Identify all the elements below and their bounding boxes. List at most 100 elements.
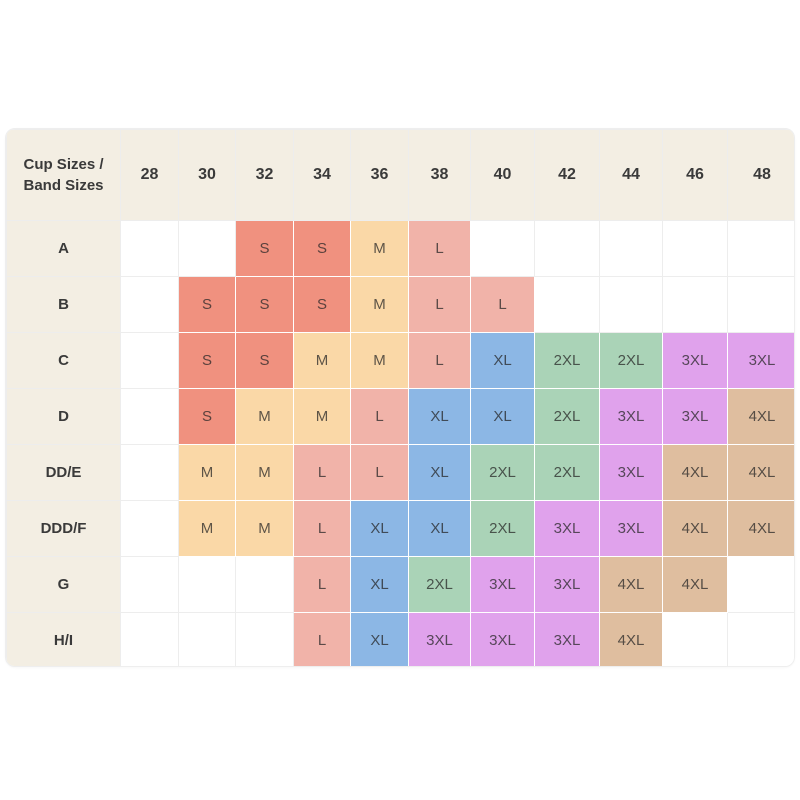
size-cell: S — [235, 332, 294, 389]
band-size-header-44: 44 — [599, 129, 663, 221]
size-cell: XL — [408, 388, 471, 445]
size-cell: XL — [350, 612, 409, 666]
band-size-header-30: 30 — [178, 129, 236, 221]
cup-size-label: B — [6, 276, 121, 333]
empty-cell — [662, 220, 728, 277]
cup-size-label: G — [6, 556, 121, 613]
size-cell: S — [235, 276, 294, 333]
size-cell: XL — [350, 500, 409, 557]
header-row: Cup Sizes / Band Sizes 28 30 32 34 36 38 40 42 4… — [6, 129, 794, 221]
size-cell: M — [235, 388, 294, 445]
empty-cell — [235, 612, 294, 666]
empty-cell — [727, 276, 794, 333]
size-cell: 4XL — [662, 444, 728, 501]
size-cell: 3XL — [727, 332, 794, 389]
size-cell: L — [408, 276, 471, 333]
band-size-header-42: 42 — [534, 129, 600, 221]
size-cell: XL — [470, 332, 535, 389]
size-cell: S — [178, 332, 236, 389]
band-size-header-36: 36 — [350, 129, 409, 221]
corner-header: Cup Sizes / Band Sizes — [6, 129, 121, 221]
size-cell: L — [470, 276, 535, 333]
empty-cell — [178, 220, 236, 277]
size-cell: 4XL — [599, 612, 663, 666]
table-row: DD/E M M L L XL 2XL 2XL 3XL 4XL 4XL — [6, 444, 794, 501]
empty-cell — [235, 556, 294, 613]
band-size-header-48: 48 — [727, 129, 794, 221]
size-cell: M — [350, 276, 409, 333]
size-chart-table: Cup Sizes / Band Sizes 28 30 32 34 36 38 40 42 4… — [6, 129, 794, 666]
size-cell: S — [178, 388, 236, 445]
size-cell: L — [293, 612, 351, 666]
table-row: D S M M L XL XL 2XL 3XL 3XL 4XL — [6, 388, 794, 445]
size-cell: XL — [470, 388, 535, 445]
band-size-header-46: 46 — [662, 129, 728, 221]
empty-cell — [120, 612, 179, 666]
table-row: G L XL 2XL 3XL 3XL 4XL 4XL — [6, 556, 794, 613]
size-cell: 3XL — [470, 556, 535, 613]
size-cell: S — [178, 276, 236, 333]
table-row: C S S M M L XL 2XL 2XL 3XL 3XL — [6, 332, 794, 389]
empty-cell — [727, 220, 794, 277]
size-cell: 2XL — [599, 332, 663, 389]
size-cell: 2XL — [534, 332, 600, 389]
empty-cell — [470, 220, 535, 277]
size-cell: 3XL — [599, 500, 663, 557]
size-cell: 4XL — [727, 388, 794, 445]
size-cell: L — [350, 444, 409, 501]
size-cell: M — [350, 332, 409, 389]
size-cell: L — [293, 500, 351, 557]
size-cell: 3XL — [662, 388, 728, 445]
size-cell: 3XL — [662, 332, 728, 389]
size-cell: 3XL — [534, 612, 600, 666]
size-cell: 3XL — [470, 612, 535, 666]
empty-cell — [662, 276, 728, 333]
size-cell: M — [178, 444, 236, 501]
empty-cell — [599, 220, 663, 277]
cup-size-label: DDD/F — [6, 500, 121, 557]
size-cell: M — [235, 444, 294, 501]
empty-cell — [662, 612, 728, 666]
empty-cell — [120, 388, 179, 445]
cup-size-label: DD/E — [6, 444, 121, 501]
empty-cell — [727, 612, 794, 666]
size-cell: XL — [350, 556, 409, 613]
size-cell: L — [293, 556, 351, 613]
size-cell: 4XL — [662, 500, 728, 557]
empty-cell — [599, 276, 663, 333]
empty-cell — [120, 556, 179, 613]
size-cell: L — [408, 220, 471, 277]
size-cell: XL — [408, 500, 471, 557]
size-cell: XL — [408, 444, 471, 501]
size-cell: L — [350, 388, 409, 445]
empty-cell — [727, 556, 794, 613]
band-size-header-28: 28 — [120, 129, 179, 221]
size-cell: 3XL — [534, 500, 600, 557]
size-cell: M — [350, 220, 409, 277]
size-cell: 3XL — [534, 556, 600, 613]
size-cell: 4XL — [727, 444, 794, 501]
size-cell: M — [293, 388, 351, 445]
empty-cell — [178, 556, 236, 613]
table-row: H/I L XL 3XL 3XL 3XL 4XL — [6, 612, 794, 666]
size-cell: S — [235, 220, 294, 277]
size-cell: 3XL — [599, 444, 663, 501]
empty-cell — [120, 444, 179, 501]
size-cell: 4XL — [727, 500, 794, 557]
size-cell: 4XL — [662, 556, 728, 613]
size-cell: 2XL — [470, 500, 535, 557]
table-row: DDD/F M M L XL XL 2XL 3XL 3XL 4XL 4XL — [6, 500, 794, 557]
empty-cell — [178, 612, 236, 666]
size-cell: L — [293, 444, 351, 501]
band-size-header-38: 38 — [408, 129, 471, 221]
band-size-header-32: 32 — [235, 129, 294, 221]
size-cell: L — [408, 332, 471, 389]
size-cell: M — [178, 500, 236, 557]
size-cell: S — [293, 220, 351, 277]
size-cell: S — [293, 276, 351, 333]
empty-cell — [534, 276, 600, 333]
size-cell: 2XL — [408, 556, 471, 613]
empty-cell — [120, 500, 179, 557]
